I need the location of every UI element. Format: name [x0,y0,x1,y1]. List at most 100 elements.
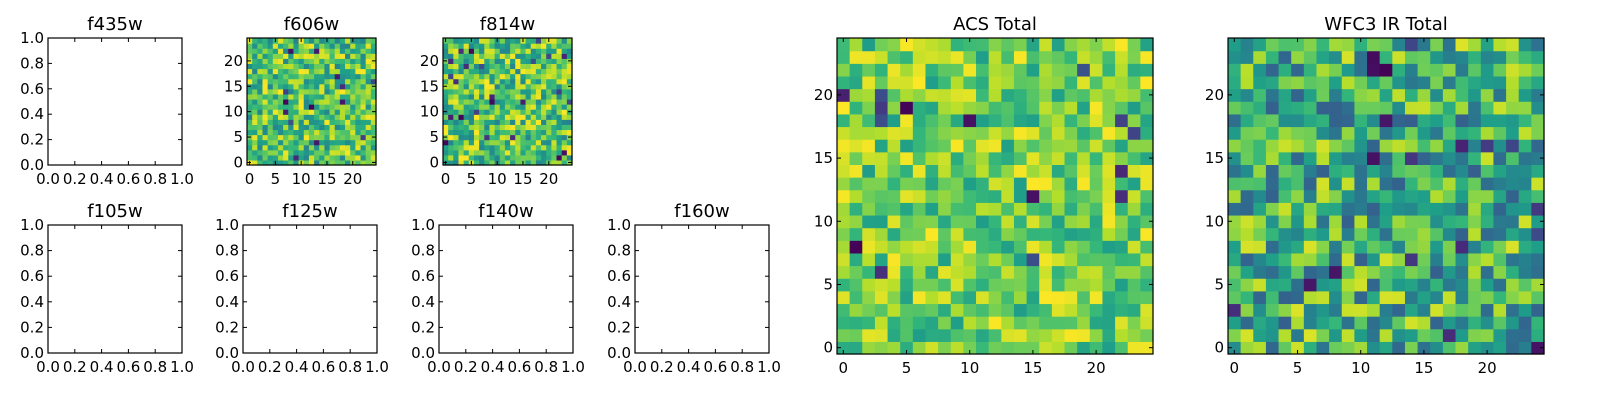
heatmap-cell [272,58,279,64]
heatmap-cell [1228,189,1242,203]
heatmap-cell [453,38,460,44]
heatmap-cell [566,63,573,70]
heatmap-cell [329,159,336,166]
heatmap-cell [849,126,863,140]
heatmap-cell [314,78,320,85]
heatmap-cell [360,68,367,75]
heatmap-cell [1102,240,1116,254]
heatmap-cell [1354,316,1368,330]
heatmap-cell [556,134,563,141]
heatmap-cell [515,93,521,100]
heatmap-cell [360,58,367,64]
heatmap-cell [1316,38,1330,52]
heatmap-cell [515,43,521,49]
heatmap-cell [1367,202,1381,216]
heatmap-cell [479,78,485,85]
heatmap-cell [887,316,901,330]
heatmap-cell [334,38,341,44]
heatmap-cell [308,144,315,151]
heatmap-cell [283,38,289,44]
heatmap-cell [283,109,289,115]
x-tick-label: 15 [1023,359,1042,377]
heatmap-cell [546,114,552,120]
heatmap-cell [303,98,310,105]
heatmap-cell [298,58,305,64]
heatmap-cell [1077,126,1091,140]
heatmap-cell [1026,101,1040,115]
heatmap-cell [283,58,289,64]
heatmap-cell [900,341,914,355]
heatmap-cell [283,134,289,141]
heatmap-cell [837,113,851,128]
heatmap-cell [468,154,475,161]
heatmap-cell [1253,290,1267,305]
heatmap-cell [837,240,851,254]
heatmap-cell [530,53,537,59]
heatmap-cell [448,149,454,156]
heatmap-cell [912,164,927,178]
heatmap-cell [912,63,927,77]
heatmap-cell [484,144,491,151]
heatmap-cell [453,43,460,49]
heatmap-cell [1316,328,1330,342]
heatmap-cell [247,98,253,105]
heatmap-cell [303,38,310,44]
heatmap-cell [350,83,356,90]
heatmap-cell [350,73,356,80]
heatmap-cell [272,134,279,141]
heatmap-cell [499,104,506,110]
heatmap-cell [1228,290,1242,305]
heatmap-cell [303,63,310,70]
heatmap-cell [1026,328,1040,342]
heatmap-cell [247,114,253,120]
heatmap-cell [515,144,521,151]
heatmap-cell [530,73,537,80]
heatmap-cell [257,88,264,95]
heatmap-cell [1026,214,1040,229]
heatmap-cell [458,38,465,44]
heatmap-cell [520,134,527,141]
heatmap-cell [484,73,491,80]
heatmap-cell [1417,265,1431,279]
heatmap-cell [1278,177,1292,191]
heatmap-cell [484,139,491,146]
heatmap-cell [912,38,927,52]
heatmap-cell [1392,240,1406,254]
heatmap-cell [499,159,506,166]
heatmap-cell [1228,50,1242,64]
heatmap-cell [976,341,990,355]
heatmap-cell [862,75,876,90]
heatmap-cell [1341,177,1355,191]
heatmap-cell [365,53,372,59]
heatmap-cell [1392,113,1406,128]
heatmap-cell [551,139,558,146]
heatmap-cell [1026,63,1040,77]
heatmap-cell [293,43,300,49]
heatmap-cell [1506,101,1520,115]
heatmap-cell [1127,151,1141,165]
heatmap-cell [1253,240,1267,254]
heatmap-cell [988,38,1002,52]
heatmap-cell [1077,303,1091,317]
heatmap-cell [535,68,542,75]
heatmap-cell [298,114,305,120]
axes-frame [438,224,574,354]
heatmap-cell [1039,38,1053,52]
heatmap-cell [463,88,470,95]
heatmap-cell [1228,164,1242,178]
heatmap-cell [1518,177,1532,191]
heatmap-cell [334,78,341,85]
heatmap-cell [1493,151,1507,165]
heatmap-cell [345,124,351,131]
heatmap-cell [1115,63,1129,77]
heatmap-cell [370,114,377,120]
heatmap-cell [556,109,563,115]
heatmap-cell [1518,75,1532,90]
heatmap-cell [1089,265,1104,279]
heatmap-cell [303,139,310,146]
heatmap-cell [925,214,939,229]
heatmap-cell [887,177,901,191]
heatmap-cell [1506,328,1520,342]
heatmap-cell [262,68,269,75]
heatmap-cell [566,78,573,85]
